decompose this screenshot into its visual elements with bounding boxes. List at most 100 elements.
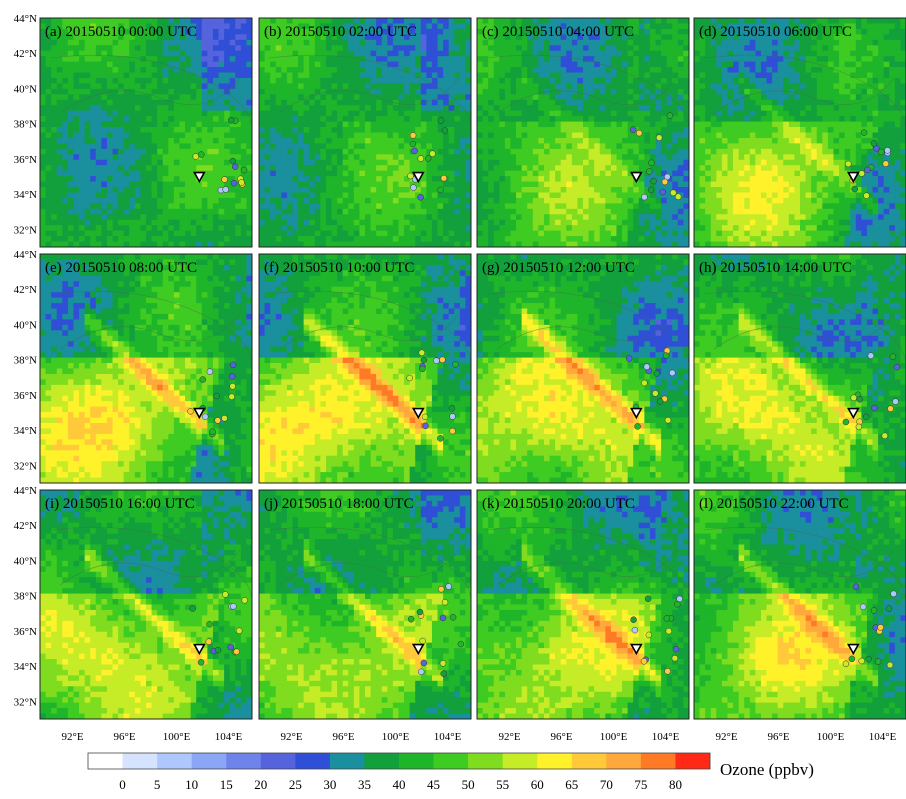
panel-g-title: (g) 20150510 12:00 UTC — [482, 260, 635, 276]
lat-tick-label: 38°N — [14, 591, 37, 603]
station-dot — [240, 166, 248, 174]
station-dot — [437, 117, 445, 124]
station-dot — [885, 605, 893, 612]
station-dot — [859, 603, 867, 611]
station-dot — [674, 600, 681, 608]
station-dot — [656, 398, 664, 405]
panel-l-title: (l) 20150510 22:00 UTC — [699, 496, 849, 512]
lon-tick-label: 96°E — [550, 731, 572, 743]
station-dot — [229, 383, 236, 390]
station-dot — [449, 614, 457, 621]
station-dot — [659, 188, 667, 196]
lon-tick-label: 104°E — [215, 731, 243, 743]
lat-tick-label: 40°N — [14, 555, 37, 567]
station-dot — [429, 150, 436, 157]
panel-a-map — [40, 18, 252, 247]
station-dot — [230, 179, 238, 187]
panel-d-title: (d) 20150510 06:00 UTC — [699, 24, 852, 40]
station-dot — [892, 398, 899, 405]
colorbar-swatch — [675, 753, 711, 769]
colorbar-swatch — [226, 753, 262, 769]
station-dot — [867, 352, 875, 359]
station-dot — [664, 668, 671, 675]
station-marker-icon — [629, 643, 643, 656]
station-dot — [222, 591, 229, 598]
station-dot — [855, 423, 863, 431]
station-marker-icon — [846, 171, 860, 184]
colorbar-tick-label: 15 — [220, 777, 233, 792]
station-dot — [209, 428, 216, 435]
lon-tick-label: 104°E — [869, 731, 897, 743]
station-dot — [201, 413, 209, 420]
station-dot — [439, 614, 447, 622]
colorbar: 0 5 10 15 20 25 30 35 40 45 50 55 60 65 70 75 80 Ozone (p… — [87, 752, 814, 792]
station-dot — [648, 159, 655, 167]
colorbar-swatch — [295, 753, 331, 769]
station-dot — [634, 423, 641, 430]
colorbar-tick-label: 45 — [427, 777, 440, 792]
station-dot — [424, 155, 432, 162]
colorbar-swatch — [88, 753, 123, 769]
station-dot — [635, 129, 643, 137]
station-dot — [870, 607, 878, 614]
station-dot — [671, 654, 679, 662]
station-dot — [214, 646, 222, 654]
colorbar-swatch — [260, 753, 296, 769]
lat-tick-label: 34°N — [14, 425, 37, 437]
station-marker-icon — [411, 643, 425, 656]
station-dot — [674, 193, 682, 200]
station-dot — [407, 172, 414, 180]
station-dot — [449, 427, 456, 435]
panel-i-map — [40, 490, 252, 719]
station-dot — [629, 126, 637, 133]
station-dot — [448, 405, 456, 412]
colorbar-tick-label: 5 — [154, 777, 161, 792]
lat-tick-label: 44°N — [14, 485, 37, 497]
station-dot — [199, 376, 207, 383]
lat-tick-label: 36°N — [14, 626, 37, 638]
lat-tick-label: 38°N — [14, 119, 37, 131]
lon-tick-label: 100°E — [817, 731, 845, 743]
colorbar-tick-label: 60 — [531, 777, 544, 792]
panel-j-title: (j) 20150510 18:00 UTC — [264, 496, 414, 512]
station-dot — [233, 648, 240, 655]
station-dot — [441, 598, 449, 606]
colorbar-swatch — [640, 753, 676, 769]
axis-ticks: 44°N 42°N 40°N 38°N 36°N 34°N 32°N 44°N 42°N 40°N… — [14, 13, 897, 743]
colorbar-swatch — [191, 753, 227, 769]
station-dot — [886, 661, 894, 669]
lat-tick-label: 42°N — [14, 520, 37, 532]
station-dot — [842, 660, 850, 668]
station-dot — [206, 368, 214, 375]
station-marker-icon — [629, 171, 643, 184]
lon-tick-label: 92°E — [498, 731, 520, 743]
panel-l-map — [694, 490, 906, 719]
station-dot — [645, 168, 653, 175]
colorbar-tick-label: 40 — [393, 777, 406, 792]
station-dot — [858, 170, 865, 177]
lon-tick-label: 92°E — [715, 731, 737, 743]
station-dot — [440, 174, 448, 182]
colorbar-tick-label: 75 — [634, 777, 647, 792]
station-dot — [631, 626, 639, 634]
colorbar-tick-label: 10 — [185, 777, 198, 792]
colorbar-title: Ozone (ppbv) — [720, 760, 814, 779]
station-dot — [865, 655, 872, 663]
station-dot — [421, 413, 429, 421]
station-dot — [889, 353, 897, 360]
station-dot — [439, 356, 446, 364]
station-dot — [641, 193, 648, 201]
station-marker-icon — [192, 171, 206, 184]
panel-f-title: (f) 20150510 10:00 UTC — [264, 260, 414, 276]
station-dot — [420, 356, 428, 364]
station-dot — [881, 432, 889, 440]
panel-d-map — [694, 18, 906, 247]
colorbar-swatch — [329, 753, 365, 769]
colorbar-swatch — [122, 753, 158, 769]
station-dot — [227, 116, 235, 124]
panel-c-title: (c) 20150510 04:00 UTC — [482, 24, 634, 40]
panel-h-title: (h) 20150510 14:00 UTC — [699, 260, 852, 276]
station-dot — [440, 670, 447, 677]
station-dot — [222, 186, 229, 193]
